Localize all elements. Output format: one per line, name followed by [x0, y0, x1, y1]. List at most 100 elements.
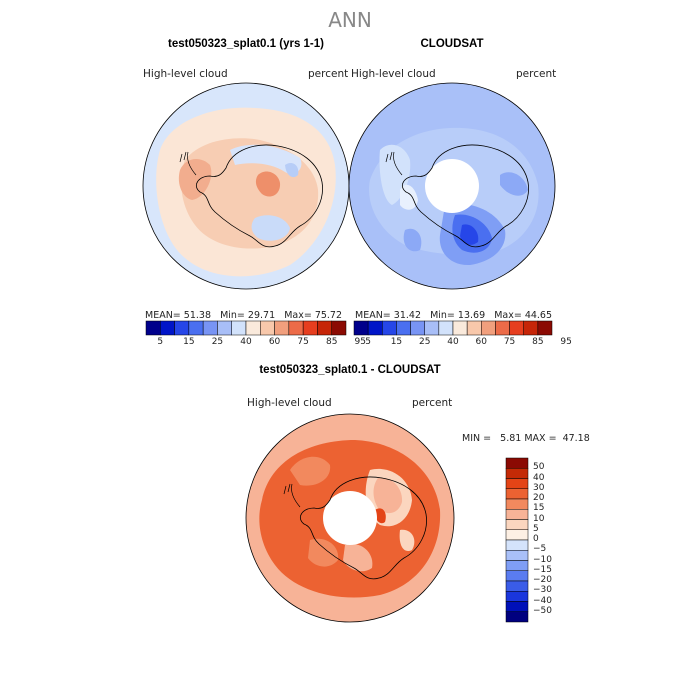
colorbar-swatch [353, 320, 369, 336]
colorbar-tick-label: −30 [533, 585, 552, 596]
panel2-colorbar-ticks: 5 15 25 40 60 75 85 95 [354, 337, 572, 349]
panel1-min-label: Min= [220, 310, 245, 321]
colorbar-swatch [505, 478, 529, 489]
colorbar-tick-label: 50 [533, 462, 545, 473]
colorbar-swatch [410, 320, 425, 336]
colorbar-swatch [505, 498, 529, 510]
panel2-title: CLOUDSAT [420, 38, 484, 50]
panel2-min-value: 13.69 [457, 310, 486, 321]
colorbar-tick-label: 85 [325, 337, 338, 347]
panel3-colorbar-ticks: 50 40 30 20 15 10 5 0 −5 −10 −15 −20 −30 −40 −50 [533, 458, 573, 622]
panel1-max-value: 75.72 [314, 310, 343, 321]
panel1-stats: MEAN= 51.38 Min= 29.71 Max= 75.72 [145, 310, 342, 321]
colorbar-tick-label: 95 [560, 337, 572, 347]
panel2-colorbar [353, 320, 553, 336]
colorbar-swatch [505, 468, 529, 479]
colorbar-tick-label: 85 [532, 337, 544, 347]
panel2-max-label: Max= [494, 310, 522, 321]
panel1-mean-value: 51.38 [183, 310, 211, 321]
colorbar-tick-label: −40 [533, 595, 552, 606]
panel1-mean-label: MEAN= [145, 310, 181, 321]
colorbar-swatch [245, 320, 261, 336]
colorbar-swatch [145, 320, 161, 336]
colorbar-swatch [302, 320, 318, 336]
panel2-min-label: Min= [430, 310, 455, 321]
panel1-colorbar [145, 320, 347, 336]
colorbar-swatch [274, 320, 290, 336]
panel3-units-label: percent [412, 397, 453, 409]
colorbar-tick-label: 15 [183, 337, 195, 347]
colorbar-swatch [505, 519, 529, 530]
panel1-min-value: 29.71 [247, 310, 276, 321]
colorbar-swatch [396, 320, 411, 336]
colorbar-tick-label: −15 [533, 564, 552, 575]
panel2-variable-label: High-level cloud [351, 68, 436, 80]
panel1-max-label: Max= [284, 310, 312, 321]
panel2-mean-value: 31.42 [393, 310, 421, 321]
colorbar-tick-label: 30 [533, 482, 545, 493]
panel1-units-label: percent [308, 68, 349, 80]
colorbar-swatch [317, 320, 332, 336]
colorbar-swatch [495, 320, 510, 336]
colorbar-tick-label: 60 [268, 337, 281, 347]
panel3-stats: MIN = 5.81 MAX = 47.18 [462, 433, 590, 444]
panel3-max-label: MAX = [524, 433, 557, 444]
colorbar-swatch [505, 570, 529, 582]
colorbar-tick-label: 75 [503, 337, 516, 347]
colorbar-swatch [505, 601, 529, 612]
colorbar-swatch [424, 320, 440, 336]
colorbar-tick-label: −20 [533, 575, 552, 585]
colorbar-swatch [505, 509, 529, 520]
colorbar-tick-label: 10 [533, 513, 545, 524]
colorbar-tick-label: 25 [211, 337, 224, 347]
colorbar-swatch [217, 320, 232, 336]
colorbar-swatch [537, 320, 553, 336]
colorbar-swatch [466, 320, 482, 336]
colorbar-tick-label: −10 [533, 554, 552, 565]
colorbar-tick-label: −50 [533, 605, 552, 616]
colorbar-swatch [438, 320, 454, 336]
colorbar-swatch [505, 488, 529, 500]
colorbar-swatch [509, 320, 524, 336]
panel3-min-label: MIN = [462, 433, 492, 444]
panel1-title: test050323_splat0.1 (yrs 1-1) [168, 38, 324, 50]
colorbar-tick-label: 95 [354, 337, 366, 347]
panel3-title: test050323_splat0.1 - CLOUDSAT [259, 364, 441, 376]
colorbar-swatch [260, 320, 275, 336]
colorbar-swatch [505, 539, 529, 551]
colorbar-swatch [481, 320, 496, 336]
colorbar-tick-label: 5 [533, 523, 539, 534]
colorbar-swatch [202, 320, 218, 336]
colorbar-swatch [367, 320, 383, 336]
colorbar-swatch [382, 320, 397, 336]
colorbar-swatch [288, 320, 304, 336]
colorbar-swatch [505, 591, 529, 602]
colorbar-swatch [160, 320, 175, 336]
colorbar-swatch [505, 580, 529, 592]
colorbar-swatch [505, 457, 529, 469]
colorbar-swatch [505, 529, 529, 541]
colorbar-swatch [452, 320, 468, 336]
panel1-colorbar-ticks: 5 15 25 40 60 75 85 95 [146, 337, 366, 349]
panel2-stats: MEAN= 31.42 Min= 13.69 Max= 44.65 [355, 310, 552, 321]
colorbar-tick-label: 15 [533, 503, 545, 514]
colorbar-tick-label: 5 [157, 337, 164, 347]
panel3-variable-label: High-level cloud [247, 397, 332, 409]
colorbar-tick-label: 40 [240, 337, 252, 347]
colorbar-swatch [231, 320, 247, 336]
panel3-min-value: 5.81 [500, 433, 522, 444]
panel1-variable-label: High-level cloud [143, 68, 228, 80]
colorbar-tick-label: −5 [533, 544, 547, 555]
page-title: ANN [328, 8, 372, 32]
panel2-units-label: percent [516, 68, 557, 80]
colorbar-swatch [523, 320, 539, 336]
colorbar-swatch [188, 320, 204, 336]
colorbar-swatch [505, 560, 529, 571]
colorbar-tick-label: 40 [533, 472, 545, 483]
panel3-max-value: 47.18 [562, 433, 590, 444]
panel2-mean-label: MEAN= [355, 310, 391, 321]
colorbar-tick-label: 40 [447, 337, 459, 347]
colorbar-swatch [505, 550, 529, 561]
colorbar-tick-label: 20 [533, 493, 545, 503]
colorbar-tick-label: 75 [297, 337, 309, 347]
